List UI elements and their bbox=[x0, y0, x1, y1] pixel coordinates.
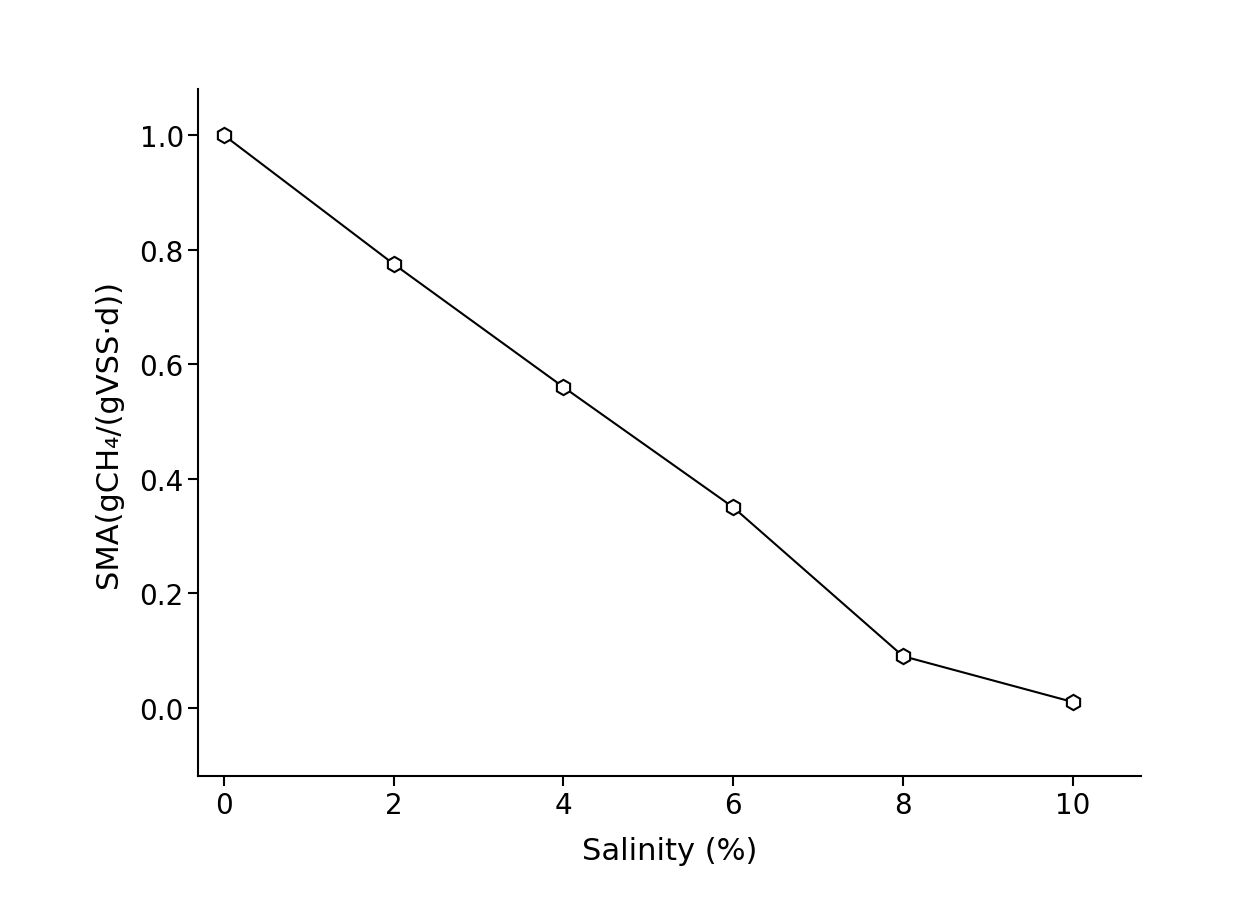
Y-axis label: SMA(gCH₄/(gVSS·d)): SMA(gCH₄/(gVSS·d)) bbox=[94, 280, 123, 587]
X-axis label: Salinity (%): Salinity (%) bbox=[582, 836, 758, 865]
